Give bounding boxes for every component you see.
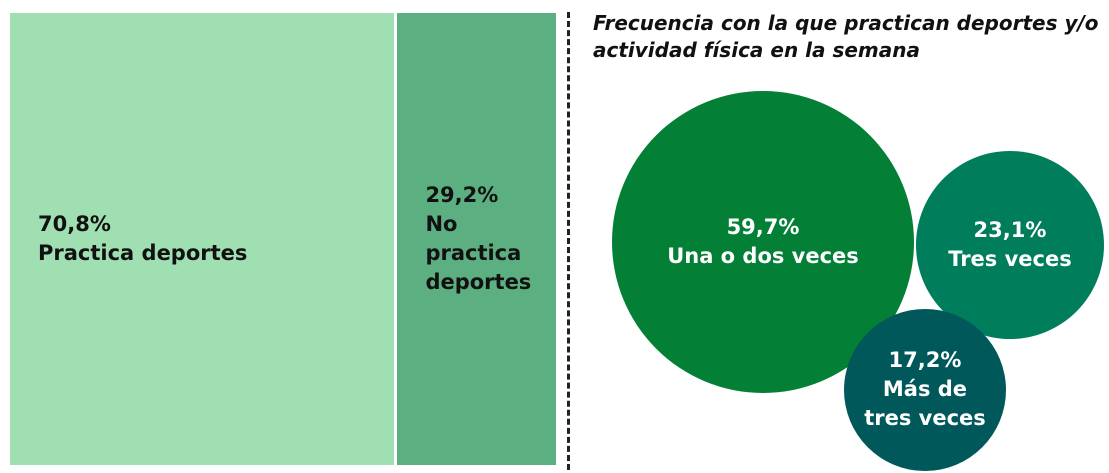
value-label: 59,7%	[726, 215, 800, 239]
value-label: 29,2%	[425, 183, 499, 207]
data-label: 17,2% Más de tres veces	[860, 346, 990, 433]
category-label: Practica deportes	[38, 241, 248, 265]
category-label: No practica deportes	[425, 212, 532, 294]
chart-title: Frecuencia con la que practican deportes…	[593, 11, 1099, 62]
value-label: 70,8%	[38, 212, 111, 236]
category-label: Una o dos veces	[667, 244, 859, 268]
value-label: 17,2%	[888, 348, 962, 373]
data-label: 59,7% Una o dos veces	[642, 213, 884, 271]
value-label: 23,1%	[973, 217, 1047, 242]
data-label: 29,2% No practica deportes	[425, 181, 548, 297]
treemap-rect: 29,2% No practica deportes	[397, 13, 556, 465]
data-label: 70,8% Practica deportes	[38, 210, 386, 268]
divider	[567, 12, 570, 470]
bubble: 17,2% Más de tres veces	[843, 308, 1007, 472]
category-label: Más de tres veces	[864, 377, 986, 431]
category-label: Tres veces	[948, 246, 1072, 271]
bubble: 23,1% Tres veces	[916, 151, 1104, 339]
treemap-rect: 70,8% Practica deportes	[10, 13, 395, 465]
data-label: 23,1% Tres veces	[935, 216, 1085, 274]
bubble: 59,7% Una o dos veces	[612, 91, 914, 393]
